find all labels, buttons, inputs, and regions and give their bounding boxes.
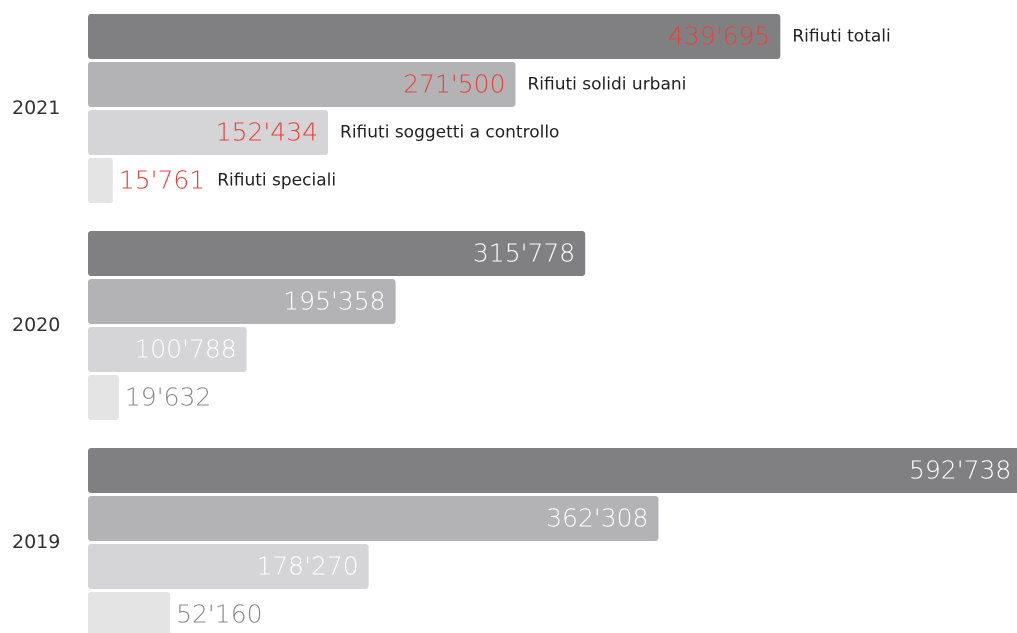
bar (88, 592, 171, 633)
value-label: 271'500 (403, 70, 505, 99)
value-label: 178'270 (256, 552, 358, 581)
value-label: 52'160 (176, 600, 262, 629)
value-label: 100'788 (134, 335, 236, 364)
category-label: 2019 (12, 531, 60, 553)
bar (88, 62, 516, 107)
bar (88, 544, 369, 589)
series-label: Rifiuti soggetti a controllo (340, 123, 559, 143)
value-label: 315'778 (473, 239, 575, 268)
value-label: 195'358 (283, 287, 385, 316)
bar (88, 375, 119, 420)
series-label: Rifiuti totali (792, 27, 890, 47)
value-label: 439'695 (668, 22, 770, 51)
value-label: 152'434 (216, 118, 318, 147)
value-label: 15'761 (119, 166, 205, 195)
series-label: Rifiuti speciali (217, 171, 336, 191)
category-label: 2021 (12, 97, 60, 119)
series-label: Rifiuti solidi urbani (527, 75, 686, 95)
value-label: 362'308 (546, 504, 648, 533)
bar (88, 496, 659, 541)
bar (88, 327, 247, 372)
value-label: 19'632 (125, 383, 211, 412)
bar (88, 14, 781, 59)
bar (88, 231, 586, 276)
bar (88, 279, 396, 324)
bar (88, 448, 1017, 493)
bar (88, 110, 329, 155)
category-label: 2020 (12, 314, 60, 336)
bar (88, 158, 113, 203)
value-label: 592'738 (909, 456, 1011, 485)
